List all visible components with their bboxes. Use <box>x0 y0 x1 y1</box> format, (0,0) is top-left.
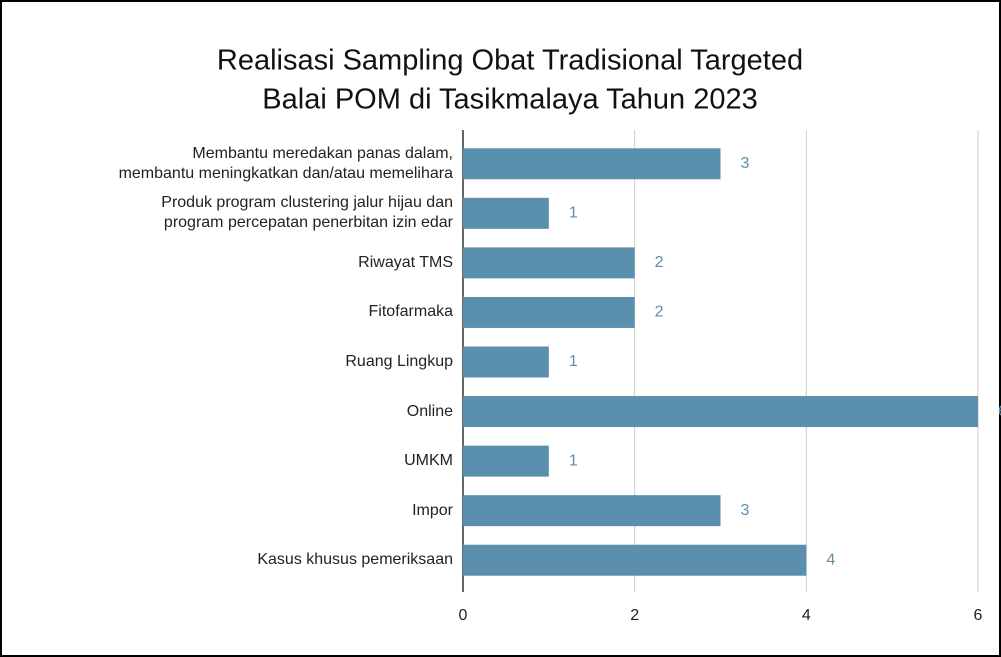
bar <box>463 346 549 378</box>
bar <box>463 445 549 477</box>
value-label: 6 <box>998 403 1001 420</box>
bar <box>463 544 807 576</box>
y-tick-label: Online <box>406 402 453 420</box>
y-tick-label: Fitofarmaka <box>368 303 453 321</box>
chart-title: Balai POM di Tasikmalaya Tahun 2023 <box>262 84 757 116</box>
value-label: 1 <box>569 452 578 469</box>
value-label: 3 <box>741 502 750 519</box>
bar <box>463 296 635 328</box>
x-tick-label: 0 <box>459 607 468 624</box>
value-label: 1 <box>569 205 578 222</box>
bar <box>463 148 721 180</box>
x-tick-label: 4 <box>802 607 811 624</box>
y-tick-label: Impor <box>412 501 453 519</box>
y-tick-label: Kasus khusus pemeriksaan <box>257 551 453 569</box>
y-tick-label: Ruang Lingkup <box>345 353 453 370</box>
bar <box>463 247 635 279</box>
chart-title: Realisasi Sampling Obat Tradisional Targ… <box>217 45 803 77</box>
y-tick-label: Membantu meredakan panas dalam, membantu… <box>118 144 453 182</box>
y-tick-label: Produk program clustering jalur hijau da… <box>161 194 453 232</box>
y-tick-label: Riwayat TMS <box>358 253 453 271</box>
bar <box>463 396 978 428</box>
x-tick-label: 2 <box>630 607 639 624</box>
bar <box>463 495 721 527</box>
value-label: 4 <box>826 551 835 568</box>
value-label: 2 <box>655 304 664 321</box>
value-label: 1 <box>569 353 578 370</box>
x-tick-label: 6 <box>974 607 983 624</box>
y-tick-label: UMKM <box>404 452 453 470</box>
value-label: 3 <box>741 155 750 172</box>
value-label: 2 <box>655 254 664 271</box>
bar <box>463 197 549 229</box>
